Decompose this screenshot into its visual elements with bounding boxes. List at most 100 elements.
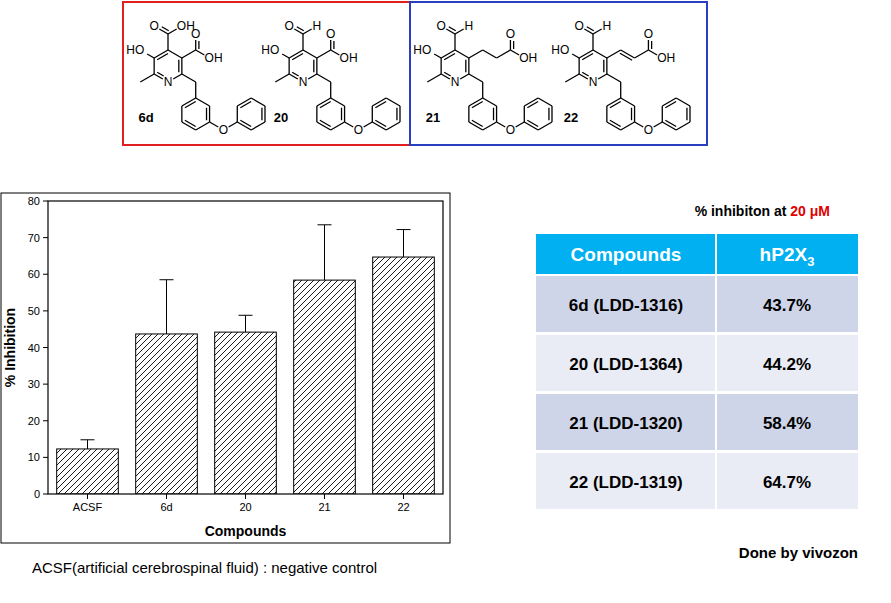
table-header-divider [715,234,717,274]
bond [297,27,304,31]
table-cell: 58.4% [763,414,811,433]
table-cell-bg [536,335,715,391]
bond [516,122,525,127]
bond [331,122,345,130]
y-tick-label: 0 [34,488,40,500]
error-bar [397,230,411,257]
bond [472,120,483,126]
bond [598,74,607,79]
error-cap [81,439,95,440]
bond [399,106,400,122]
bond [331,98,345,106]
bond [275,74,289,82]
bond [331,50,340,55]
table-cell-bg [536,453,715,509]
bond [282,54,289,58]
bond [302,34,303,50]
table-title: % inhibiton at 20 μM [695,203,830,219]
atom-label: O [284,19,293,33]
bond [427,74,441,82]
bond [635,50,649,58]
bond [185,120,196,126]
bond [182,74,196,82]
atom-label: O [219,123,228,137]
atom-label: O [506,123,515,137]
x-tick-label: 6d [160,501,172,513]
bond [375,120,386,126]
bond [333,41,334,49]
x-tick [324,494,325,499]
atom-label: O [354,123,363,137]
bond [237,106,238,122]
bond [386,122,400,130]
header-text: hP2X [760,244,808,265]
chart-frame [1,193,450,543]
bond [565,74,579,82]
bond [606,58,607,74]
x-tick-label: 22 [397,501,409,513]
bond [538,98,552,106]
table-cell-bg [717,453,858,509]
x-tick [245,494,246,499]
structure-label: 21 [426,110,440,125]
bond [396,108,397,120]
bond [538,122,552,130]
header-subscript: 3 [807,254,814,269]
bond [472,102,483,108]
bond [375,102,386,108]
y-tick [43,310,48,311]
bond [651,41,652,49]
bond [676,98,690,106]
bond [510,40,511,50]
atom-label: OH [205,51,223,65]
bond [182,50,196,58]
error-bar [318,225,332,280]
error-stem [245,315,246,332]
bond [621,122,635,130]
x-tick [166,494,167,499]
bond [497,50,511,58]
bond [496,106,497,122]
bond [621,50,635,58]
bond [181,106,182,122]
bond [251,98,265,106]
bond [440,58,441,74]
bond [303,29,312,34]
bond [444,54,455,60]
table-cell: 43.7% [763,296,811,315]
atom-label: HO [413,43,431,57]
x-tick [87,494,88,499]
x-tick [403,494,404,499]
atom-label: N [589,75,598,89]
y-tick [43,274,48,275]
bond [468,106,469,122]
atom-label: O [506,27,515,41]
bond [610,120,621,126]
bond [620,82,621,98]
y-tick-label: 80 [28,195,40,207]
bond [662,106,663,122]
bond [210,122,219,127]
atom-label: O [191,27,200,41]
bond [173,74,182,79]
table-cell-bg [717,335,858,391]
bond [454,34,455,50]
structure-label: 20 [274,110,288,125]
atom-label: O [326,27,335,41]
table-cell: 44.2% [763,355,811,374]
bond [513,41,514,49]
bond [483,50,497,58]
bond [578,58,579,74]
bond [449,27,456,31]
bond [320,120,331,126]
bond [572,54,579,58]
bond [240,120,251,126]
atom-label: H [465,19,474,33]
bond [468,58,469,74]
bond [603,60,604,72]
bond [654,122,663,127]
bond [320,102,331,108]
bond [610,102,621,108]
bond [493,108,494,120]
bond [364,122,373,127]
